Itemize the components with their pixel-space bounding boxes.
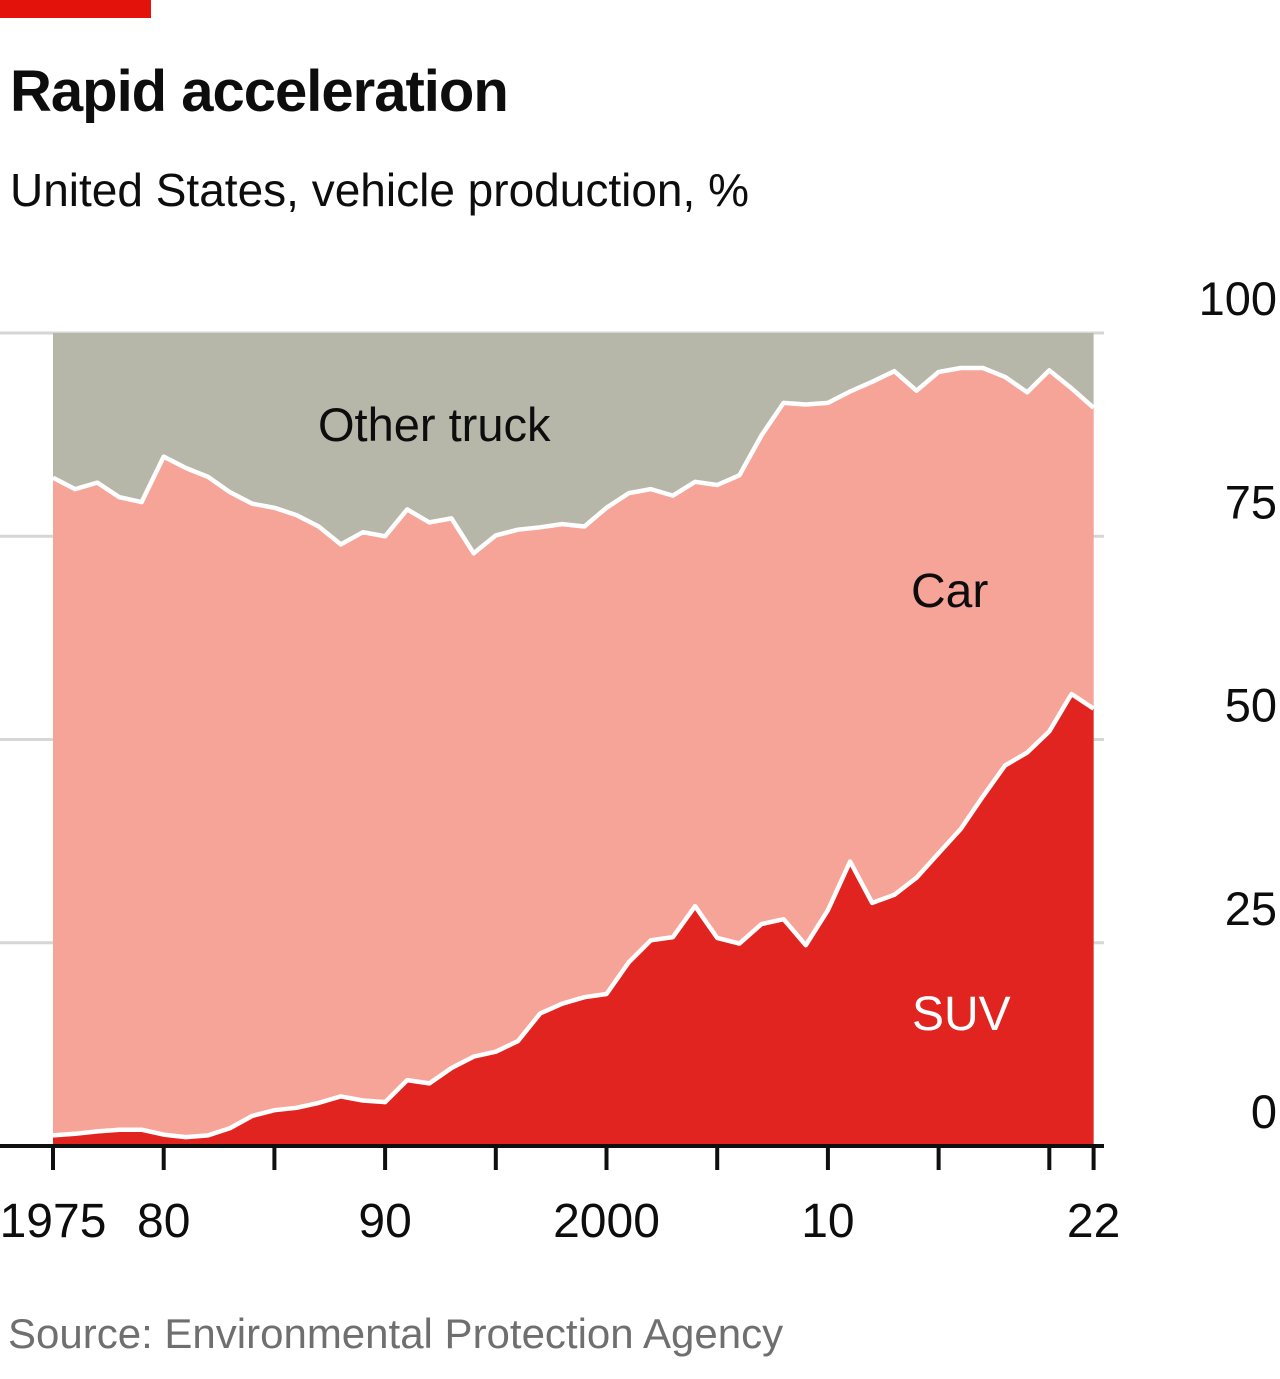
y-tick-label-25: 25 (1225, 882, 1277, 935)
y-tick-label-100: 100 (1199, 272, 1277, 325)
y-tick-label-75: 75 (1225, 475, 1277, 528)
x-tick-label-2000: 2000 (553, 1195, 660, 1248)
x-tick-label-1975: 1975 (0, 1195, 106, 1248)
y-tick-label-50: 50 (1225, 679, 1277, 732)
car-other-boundary-line (51, 365, 1096, 556)
economist-brand-bar (0, 0, 151, 18)
x-tick-label-1980: 80 (137, 1195, 190, 1248)
chart-title: Rapid acceleration (10, 59, 509, 124)
x-tick-label-2022: 22 (1067, 1195, 1120, 1248)
area-suv (53, 694, 1094, 1146)
source-note: Source: Environmental Protection Agency (8, 1310, 784, 1357)
area-label-car: Car (911, 565, 988, 618)
suv-car-boundary-line (52, 691, 1095, 1140)
area-label-suv: SUV (912, 988, 1011, 1041)
x-tick-label-1990: 90 (358, 1195, 411, 1248)
y-tick-label-0: 0 (1251, 1085, 1277, 1138)
area-label-other-truck: Other truck (318, 398, 551, 451)
x-tick-label-2010: 10 (801, 1195, 854, 1248)
chart-subtitle: United States, vehicle production, % (10, 164, 749, 216)
